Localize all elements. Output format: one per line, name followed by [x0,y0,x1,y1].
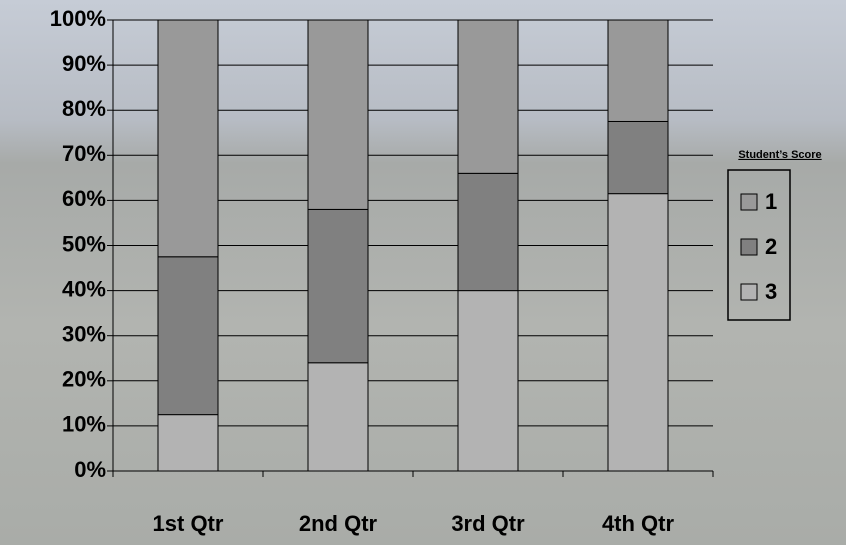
bar-segment [458,173,518,290]
bar-segment [158,20,218,257]
legend-title: Student’s Score [738,149,821,161]
bar-segment [308,363,368,471]
y-tick-label: 50% [62,231,106,256]
legend-swatch [741,284,757,300]
bar-segment [458,291,518,471]
bar-segment [458,20,518,173]
bar-segment [608,20,668,121]
legend-label: 3 [765,279,777,304]
y-tick-label: 70% [62,141,106,166]
x-tick-label: 4th Qtr [602,511,675,536]
y-tick-label: 90% [62,51,106,76]
bar-segment [308,209,368,362]
y-tick-label: 20% [62,367,106,392]
y-tick-label: 60% [62,186,106,211]
y-tick-label: 40% [62,276,106,301]
bar-segment [158,415,218,471]
y-tick-label: 0% [74,457,106,482]
background [0,0,846,545]
bar-segment [308,20,368,209]
legend-swatch [741,194,757,210]
legend-label: 2 [765,234,777,259]
x-tick-label: 1st Qtr [153,511,224,536]
x-tick-label: 3rd Qtr [451,511,525,536]
bar-segment [158,257,218,415]
bar-segment [608,194,668,471]
legend-swatch [741,239,757,255]
bar-segment [608,121,668,193]
y-tick-label: 80% [62,96,106,121]
x-tick-label: 2nd Qtr [299,511,378,536]
y-tick-label: 10% [62,412,106,437]
y-tick-label: 100% [50,6,106,31]
y-tick-label: 30% [62,322,106,347]
legend-label: 1 [765,189,777,214]
chart: Student’s Score 0% 10% 20% 30% 40% 50% 60% 70% 8… [0,0,846,545]
